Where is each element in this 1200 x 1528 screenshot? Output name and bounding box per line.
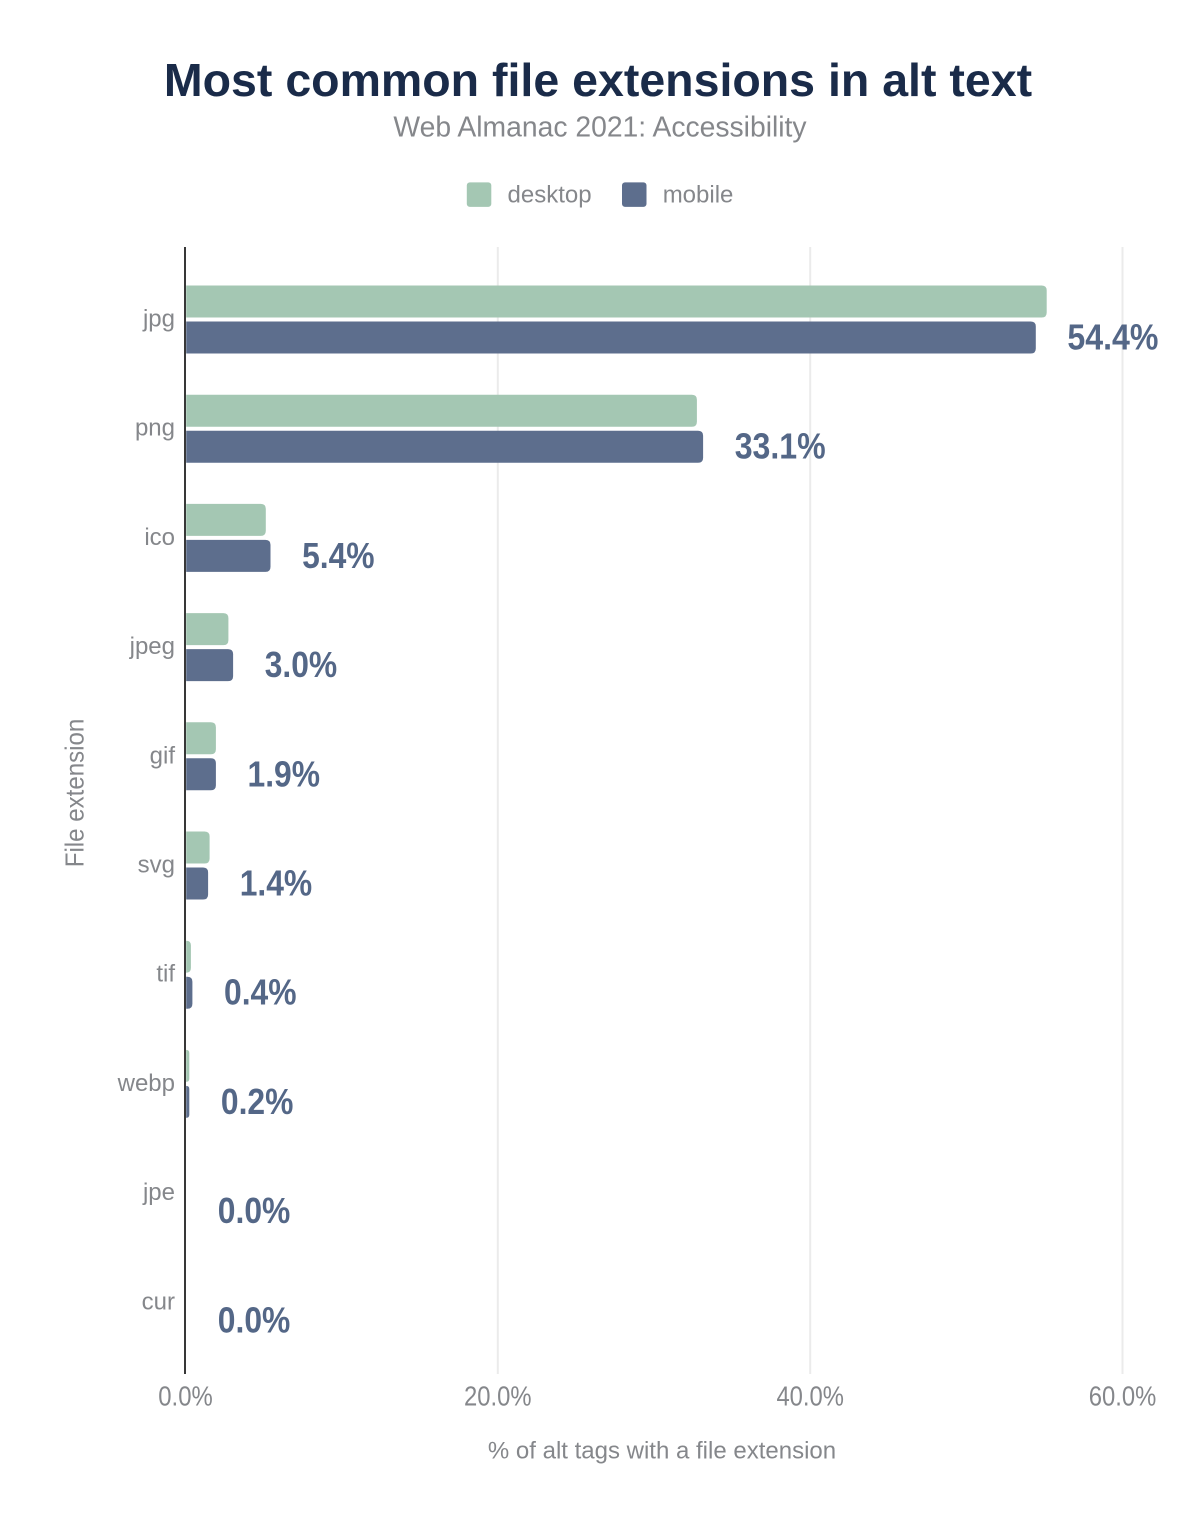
svg-text:ico: ico [144,524,175,551]
svg-text:20.0%: 20.0% [464,1381,532,1412]
svg-text:0.2%: 0.2% [221,1081,294,1122]
svg-text:cur: cur [142,1288,175,1315]
svg-text:% of alt tags with a file exte: % of alt tags with a file extension [488,1438,836,1465]
svg-text:tif: tif [156,961,175,988]
svg-text:3.0%: 3.0% [265,644,338,685]
svg-text:60.0%: 60.0% [1089,1381,1157,1412]
svg-text:54.4%: 54.4% [1067,317,1158,358]
svg-text:jpeg: jpeg [129,633,175,660]
svg-text:webp: webp [117,1070,175,1097]
svg-text:1.4%: 1.4% [240,863,313,904]
svg-text:jpg: jpg [142,306,175,333]
svg-text:Most common file extensions in: Most common file extensions in alt text [164,54,1032,106]
svg-text:png: png [135,415,175,442]
svg-text:1.9%: 1.9% [248,753,321,794]
svg-text:gif: gif [150,742,176,769]
svg-text:Web Almanac 2021: Accessibilit: Web Almanac 2021: Accessibility [393,111,807,143]
svg-text:svg: svg [138,852,175,879]
svg-text:0.0%: 0.0% [218,1190,290,1231]
svg-text:0.0%: 0.0% [218,1299,290,1340]
svg-text:5.4%: 5.4% [302,535,375,576]
svg-text:0.0%: 0.0% [158,1381,213,1412]
svg-text:jpe: jpe [142,1179,175,1206]
svg-text:mobile: mobile [663,182,734,209]
svg-text:33.1%: 33.1% [735,426,826,467]
svg-text:desktop: desktop [508,182,592,209]
svg-text:File extension: File extension [60,719,90,868]
svg-text:0.4%: 0.4% [224,972,297,1013]
svg-text:40.0%: 40.0% [776,1381,844,1412]
